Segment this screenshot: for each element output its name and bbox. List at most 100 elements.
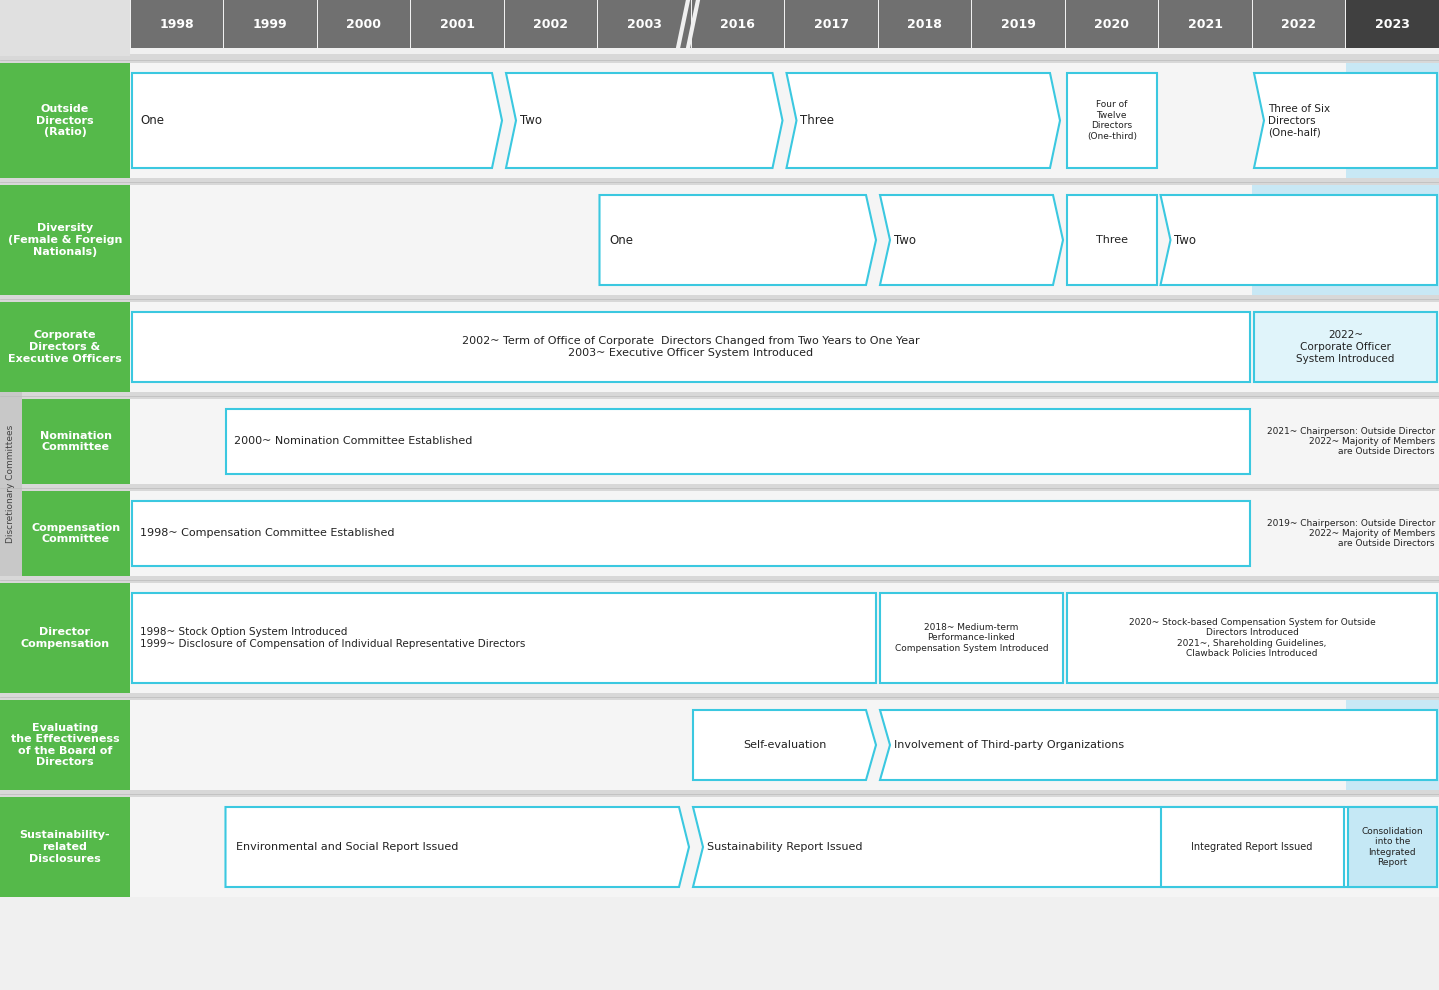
Polygon shape <box>1160 195 1438 285</box>
Text: 2000: 2000 <box>347 18 381 31</box>
Polygon shape <box>600 195 876 285</box>
Text: 2022~
Corporate Officer
System Introduced: 2022~ Corporate Officer System Introduce… <box>1297 331 1394 363</box>
Text: Two: Two <box>894 234 917 247</box>
Bar <box>1160 807 1344 887</box>
Text: 2002~ Term of Office of Corporate  Directors Changed from Two Years to One Year
: 2002~ Term of Office of Corporate Direct… <box>462 337 920 357</box>
Bar <box>0 178 1439 185</box>
Bar <box>786 0 878 48</box>
Text: Three: Three <box>1095 235 1128 245</box>
Text: Self-evaluation: Self-evaluation <box>743 740 826 750</box>
Bar <box>692 0 784 48</box>
Bar <box>132 593 876 683</box>
Text: 2020: 2020 <box>1094 18 1130 31</box>
Bar <box>881 593 1063 683</box>
Bar <box>1066 593 1438 683</box>
Bar <box>1253 312 1438 382</box>
Bar <box>0 56 1439 63</box>
Text: One: One <box>140 114 164 127</box>
Text: Sustainability-
related
Disclosures: Sustainability- related Disclosures <box>20 831 111 863</box>
Bar <box>0 399 1439 484</box>
Bar <box>226 409 1250 474</box>
Text: Involvement of Third-party Organizations: Involvement of Third-party Organizations <box>894 740 1124 750</box>
Text: 2000~ Nomination Committee Established: 2000~ Nomination Committee Established <box>233 437 472 446</box>
Text: Evaluating
the Effectiveness
of the Board of
Directors: Evaluating the Effectiveness of the Boar… <box>10 723 119 767</box>
Polygon shape <box>787 73 1061 168</box>
Bar <box>0 484 1439 491</box>
Bar <box>0 790 1439 797</box>
Bar <box>22 399 130 484</box>
Text: 2003: 2003 <box>627 18 662 31</box>
Bar <box>0 392 1439 399</box>
Bar <box>1158 0 1252 48</box>
Bar <box>1347 807 1438 887</box>
Text: Compensation
Committee: Compensation Committee <box>32 523 121 544</box>
Text: 2019: 2019 <box>1000 18 1036 31</box>
Text: 2020~ Stock-based Compensation System for Outside
Directors Introduced
2021~, Sh: 2020~ Stock-based Compensation System fo… <box>1128 618 1376 658</box>
Polygon shape <box>226 807 689 887</box>
Bar <box>0 700 130 790</box>
Polygon shape <box>881 710 1438 780</box>
Bar <box>22 491 130 576</box>
Bar <box>0 797 1439 897</box>
Text: 2016: 2016 <box>721 18 755 31</box>
Bar <box>1345 0 1439 48</box>
Bar <box>1345 63 1439 178</box>
Text: 2019~ Chairperson: Outside Director
2022~ Majority of Members
are Outside Direct: 2019~ Chairperson: Outside Director 2022… <box>1266 519 1435 548</box>
Text: Three: Three <box>800 114 835 127</box>
Text: Two: Two <box>519 114 543 127</box>
Bar <box>1252 185 1439 295</box>
Text: 2023: 2023 <box>1374 18 1410 31</box>
Text: Discretionary Committees: Discretionary Committees <box>7 425 16 544</box>
Text: 2001: 2001 <box>440 18 475 31</box>
Bar <box>0 0 130 56</box>
Bar <box>132 312 1250 382</box>
Bar <box>0 491 1439 576</box>
Bar <box>971 0 1065 48</box>
Bar <box>0 295 1439 302</box>
Bar <box>131 0 223 48</box>
Bar <box>1066 73 1157 168</box>
Text: 2021~ Chairperson: Outside Director
2022~ Majority of Members
are Outside Direct: 2021~ Chairperson: Outside Director 2022… <box>1266 427 1435 456</box>
Text: 2018: 2018 <box>908 18 943 31</box>
Bar <box>0 700 1439 790</box>
Bar <box>878 0 971 48</box>
Bar <box>1345 700 1439 790</box>
Bar <box>0 185 130 295</box>
Text: 2018~ Medium-term
Performance-linked
Compensation System Introduced: 2018~ Medium-term Performance-linked Com… <box>895 623 1049 652</box>
Bar <box>224 0 317 48</box>
Bar <box>1066 195 1157 285</box>
Bar <box>0 583 130 693</box>
Text: Corporate
Directors &
Executive Officers: Corporate Directors & Executive Officers <box>9 331 122 363</box>
Bar <box>0 797 130 897</box>
Polygon shape <box>1253 73 1438 168</box>
Bar <box>0 63 1439 178</box>
Polygon shape <box>507 73 783 168</box>
Bar <box>0 583 1439 693</box>
Text: 2021: 2021 <box>1187 18 1223 31</box>
Text: 1998~ Stock Option System Introduced
1999~ Disclosure of Compensation of Individ: 1998~ Stock Option System Introduced 199… <box>140 628 525 648</box>
Polygon shape <box>881 195 1063 285</box>
Text: One: One <box>610 234 633 247</box>
Bar <box>0 54 1439 63</box>
Text: Outside
Directors
(Ratio): Outside Directors (Ratio) <box>36 104 94 137</box>
Bar <box>1252 0 1345 48</box>
Bar <box>318 0 410 48</box>
Bar <box>132 501 1250 566</box>
Text: Four of
Twelve
Directors
(One-third): Four of Twelve Directors (One-third) <box>1086 100 1137 141</box>
Text: Director
Compensation: Director Compensation <box>20 628 109 648</box>
Text: Consolidation
into the
Integrated
Report: Consolidation into the Integrated Report <box>1361 827 1423 867</box>
Bar <box>0 185 1439 295</box>
Text: Diversity
(Female & Foreign
Nationals): Diversity (Female & Foreign Nationals) <box>7 224 122 256</box>
Bar <box>412 0 504 48</box>
Text: Two: Two <box>1174 234 1196 247</box>
Text: 1998: 1998 <box>160 18 194 31</box>
Text: 2017: 2017 <box>813 18 849 31</box>
Bar <box>505 0 597 48</box>
Polygon shape <box>694 710 876 780</box>
Bar <box>1065 0 1158 48</box>
Text: 2022: 2022 <box>1281 18 1317 31</box>
Bar <box>0 63 130 178</box>
Bar <box>0 302 1439 392</box>
Text: Integrated Report Issued: Integrated Report Issued <box>1191 842 1312 852</box>
Bar <box>0 576 1439 583</box>
